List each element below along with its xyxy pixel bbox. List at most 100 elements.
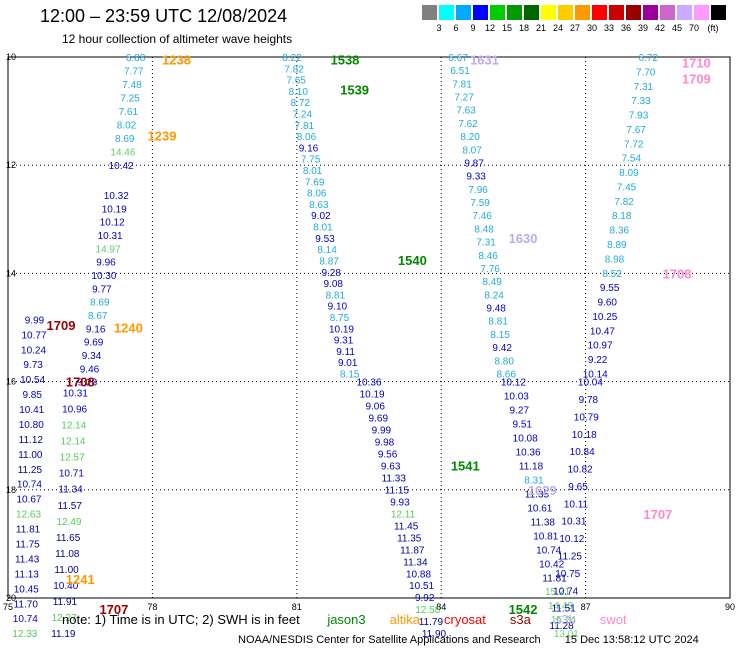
swh-value-label: 11.38 (531, 517, 556, 528)
swh-value-label: 6.72 (638, 53, 658, 64)
swh-value-label: 7.81 (452, 79, 472, 90)
swh-value-label: 11.35 (397, 533, 422, 544)
swh-value-label: 7.46 (472, 211, 492, 222)
colorbar-swatch (643, 5, 658, 20)
swh-value-label: 11.65 (56, 533, 81, 544)
swh-value-label: 10.67 (16, 495, 41, 506)
x-tick-label: 75 (3, 602, 13, 612)
swh-value-label: 8.14 (317, 245, 337, 256)
swh-value-label: 9.73 (23, 360, 43, 371)
swh-value-label: 13.01 (554, 629, 579, 640)
swh-value-label: 10.19 (360, 390, 385, 401)
note-text: note: 1) Time is in UTC; 2) SWH is in fe… (62, 612, 300, 627)
swh-value-label: 9.69 (369, 414, 389, 425)
swh-value-label: 9.48 (486, 304, 506, 315)
swh-value-label: 7.82 (614, 197, 634, 208)
swh-value-label: 7.33 (631, 96, 651, 107)
swh-value-label: 11.35 (525, 489, 550, 500)
colorbar-swatch (422, 5, 437, 20)
swh-value-label: 9.06 (365, 402, 385, 413)
swh-value-label: 11.75 (15, 540, 40, 551)
swh-value-label: 8.31 (524, 475, 544, 486)
swh-value-label: 8.69 (115, 134, 135, 145)
x-tick-label: 84 (436, 602, 446, 612)
swh-value-label: 9.01 (338, 358, 358, 369)
swh-value-label: 9.55 (600, 283, 620, 294)
swh-value-label: 8.67 (88, 311, 108, 322)
pass-time-label: 1709 (47, 318, 76, 333)
swh-value-label: 8.15 (340, 369, 360, 380)
swh-value-label: 10.31 (561, 517, 586, 528)
swh-value-label: 10.24 (21, 345, 46, 356)
x-tick-label: 90 (725, 602, 735, 612)
swh-value-label: 15.24 (551, 615, 576, 626)
y-tick-label: 20 (6, 593, 16, 603)
swh-value-label: 8.15 (490, 330, 510, 341)
swh-value-label: 10.82 (568, 465, 593, 476)
swh-value-label: 7.75 (301, 155, 321, 166)
swh-value-label: 7.96 (468, 185, 488, 196)
swh-value-label: 10.11 (564, 499, 589, 510)
colorbar-tick-label: 33 (603, 23, 615, 33)
swh-value-label: 10.51 (409, 581, 434, 592)
swh-value-label: 8.07 (462, 145, 482, 156)
pass-time-label: 1710 (682, 55, 711, 70)
swh-value-label: 10.71 (59, 469, 84, 480)
swh-value-label: 9.22 (588, 355, 608, 366)
swh-value-label: 10.36 (516, 447, 541, 458)
colorbar-tick-label: 21 (535, 23, 547, 33)
swh-value-label: 11.19 (51, 629, 76, 640)
swh-value-label: 9.34 (82, 351, 102, 362)
pass-time-label: 1709 (682, 72, 711, 87)
swh-value-label: 8.06 (297, 132, 317, 143)
swh-value-label: 7.24 (293, 110, 313, 121)
satellite-name-cryosat: cryosat (443, 612, 486, 627)
swh-value-label: 9.33 (466, 172, 486, 183)
swh-value-label: 9.02 (311, 211, 331, 222)
colorbar-swatch (677, 5, 692, 20)
page-title: 12:00 – 23:59 UTC 12/08/2024 (40, 6, 288, 26)
swh-value-label: 11.81 (542, 573, 567, 584)
colorbar-swatch (490, 5, 505, 20)
swh-value-label: 10.79 (574, 412, 599, 423)
axis-ticks: 75 78 81 84 87 90 10 12 14 16 18 20 (3, 52, 735, 612)
swh-value-label: 12.63 (16, 510, 41, 521)
swh-value-label: 8.75 (330, 313, 350, 324)
swh-value-label: 11.43 (15, 554, 40, 565)
colorbar-tick-label: 12 (484, 23, 496, 33)
swh-value-label: 9.51 (512, 420, 532, 431)
swh-value-label: 7.48 (122, 80, 142, 91)
swh-value-label: 10.75 (555, 569, 580, 580)
swh-value-label: 10.45 (14, 584, 39, 595)
swh-value-label: 10.12 (100, 218, 125, 229)
swh-value-label: 7.25 (120, 94, 140, 105)
colorbar-tick-label: 15 (501, 23, 513, 33)
swh-value-label: 11.15 (385, 485, 410, 496)
swh-value-label: 10.03 (504, 392, 529, 403)
swh-value-label: 10.41 (19, 405, 44, 416)
swh-value-label: 11.08 (55, 549, 80, 560)
colorbar-swatch (592, 5, 607, 20)
pass-time-label: 1631 (470, 53, 499, 68)
y-tick-label: 14 (6, 268, 16, 278)
pass-time-label: 1708 (663, 266, 692, 281)
swh-value-label: 10.47 (590, 326, 615, 337)
swh-value-label: 12.14 (60, 437, 85, 448)
page-subtitle: 12 hour collection of altimeter wave hei… (62, 32, 293, 46)
swh-value-label: 9.93 (390, 497, 410, 508)
swh-value-label: 10.74 (553, 586, 578, 597)
swh-value-label: 11.70 (14, 599, 39, 610)
swh-value-label: 12.49 (56, 517, 81, 528)
swh-value-label: 11.51 (551, 604, 576, 615)
x-tick-label: 87 (581, 602, 591, 612)
swh-value-label: 6.67 (448, 53, 468, 64)
swh-value-label: 10.18 (572, 430, 597, 441)
swh-value-label: 10.61 (527, 503, 552, 514)
pass-time-label: 1538 (330, 53, 359, 68)
swh-value-label: 10.32 (104, 191, 129, 202)
swh-value-label: 11.34 (403, 557, 428, 568)
swh-value-label: 9.99 (25, 315, 45, 326)
swh-value-label: 8.72 (291, 98, 311, 109)
generated-timestamp: 15 Dec 13:58:12 UTC 2024 (564, 634, 699, 646)
swh-value-label: 12.57 (60, 453, 85, 464)
